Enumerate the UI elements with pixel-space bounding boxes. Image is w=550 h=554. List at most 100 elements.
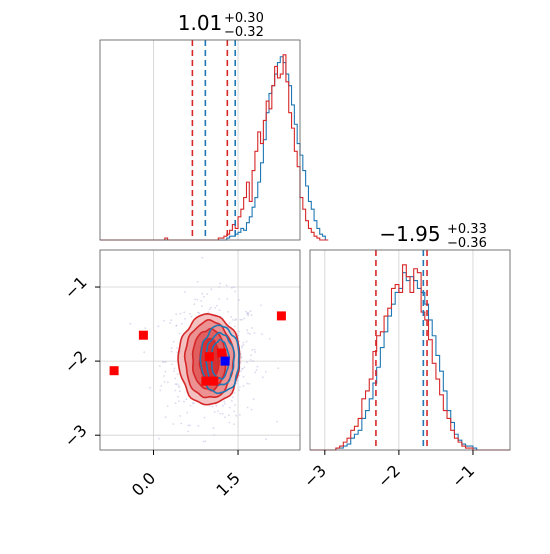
joint-sample-dot	[129, 322, 132, 325]
joint-sample-dot	[197, 311, 199, 314]
joint-sample-dot	[180, 322, 183, 325]
marginal-y-quantiles	[375, 250, 428, 450]
marginal-y-title: −1.95	[379, 222, 440, 246]
joint-sample-dot	[245, 340, 248, 343]
joint-panel: 0.0 1.5 −1 −2 −3	[61, 249, 301, 500]
joint-sample-dot	[238, 374, 241, 377]
joint-sample-dot	[241, 345, 244, 347]
joint-sample-dot	[174, 389, 177, 392]
joint-sample-dot	[222, 404, 224, 407]
joint-y-tick-label: −1	[61, 273, 91, 303]
joint-sample-dot	[196, 298, 199, 301]
joint-sample-dot	[157, 325, 160, 328]
joint-sample-dot	[268, 337, 271, 340]
marginal-y-title-minus: −0.36	[447, 236, 487, 251]
joint-sample-dot	[204, 440, 207, 443]
red-square-marker	[138, 330, 148, 340]
joint-sample-dot	[179, 312, 182, 315]
joint-sample-dot	[198, 312, 201, 314]
marginal-y-histograms	[310, 264, 510, 451]
joint-sample-dot	[248, 382, 251, 385]
joint-sample-dot	[223, 402, 226, 405]
joint-sample-dot	[183, 311, 186, 314]
joint-sample-dot	[233, 410, 236, 413]
joint-sample-dot	[187, 424, 190, 427]
joint-sample-dot	[170, 350, 173, 353]
joint-sample-dot	[246, 361, 248, 364]
joint-sample-dot	[230, 399, 233, 402]
joint-sample-dot	[239, 414, 241, 416]
joint-sample-dot	[201, 292, 204, 295]
joint-sample-dot	[253, 332, 256, 334]
joint-sample-dot	[227, 311, 230, 313]
joint-sample-dot	[176, 351, 179, 354]
joint-sample-dot	[234, 290, 237, 293]
joint-sample-dot	[240, 356, 243, 358]
joint-sample-dot	[201, 256, 204, 259]
joint-sample-dot	[250, 314, 253, 316]
joint-sample-dot	[240, 347, 243, 349]
joint-sample-dot	[175, 383, 178, 386]
joint-sample-dot	[238, 330, 240, 333]
marginal-y-frame	[309, 249, 511, 451]
marginal-x-title-minus: −0.32	[224, 25, 264, 40]
joint-sample-dot	[172, 423, 175, 425]
blue-contour-level	[199, 324, 240, 395]
joint-sample-dot	[196, 281, 199, 283]
joint-sample-dot	[202, 440, 205, 443]
joint-sample-dot	[243, 317, 246, 320]
joint-sample-dot	[230, 316, 232, 318]
joint-sample-dot	[265, 438, 267, 441]
joint-sample-dot	[241, 318, 243, 321]
joint-sample-dot	[254, 351, 257, 353]
joint-sample-dot	[253, 348, 256, 351]
joint-sample-dot	[265, 370, 267, 373]
joint-sample-dot	[276, 420, 278, 423]
joint-sample-dot	[144, 327, 147, 329]
joint-sample-dot	[176, 373, 179, 375]
joint-sample-dot	[193, 303, 196, 306]
joint-sample-dot	[210, 306, 212, 309]
joint-x-tick-label: 1.5	[212, 468, 243, 499]
joint-sample-dot	[187, 464, 189, 466]
joint-sample-dot	[173, 370, 176, 372]
joint-sample-dot	[228, 406, 231, 409]
joint-sample-dot	[160, 385, 163, 387]
joint-sample-dot	[245, 310, 248, 313]
joint-sample-dot	[189, 404, 192, 407]
joint-markers	[109, 311, 286, 386]
joint-sample-dot	[178, 390, 181, 393]
joint-sample-dot	[242, 344, 245, 346]
joint-sample-dot	[178, 400, 180, 402]
joint-sample-dot	[170, 319, 173, 322]
joint-sample-dot	[256, 365, 259, 368]
joint-sample-dot	[183, 291, 186, 293]
joint-sample-dot	[213, 411, 216, 413]
joint-sample-dot	[203, 295, 205, 298]
joint-sample-dot	[247, 314, 250, 317]
joint-sample-dot	[219, 282, 222, 285]
joint-sample-dot	[246, 312, 249, 314]
red-square-marker	[204, 352, 214, 362]
joint-sample-dot	[237, 334, 240, 337]
joint-sample-dot	[178, 332, 181, 335]
joint-sample-dot	[254, 371, 257, 374]
joint-sample-dot	[277, 367, 280, 370]
joint-sample-dot	[215, 304, 218, 307]
joint-sample-dot	[211, 405, 214, 408]
marginal-x-frame	[99, 39, 301, 241]
joint-sample-dot	[213, 434, 216, 436]
joint-sample-dot	[230, 286, 233, 289]
marginal-y-histogram-red	[310, 264, 510, 451]
joint-sample-dot	[167, 381, 169, 384]
joint-sample-dot	[234, 404, 236, 407]
joint-sample-dot	[176, 347, 178, 349]
marginal-y-x-ticks: −3 −2 −1	[300, 450, 478, 491]
joint-y-tick-label: −3	[61, 421, 91, 451]
joint-sample-dot	[238, 386, 241, 388]
red-square-marker	[276, 311, 286, 321]
joint-sample-dot	[218, 309, 221, 311]
joint-sample-dot	[239, 318, 242, 321]
red-square-marker	[109, 366, 119, 376]
